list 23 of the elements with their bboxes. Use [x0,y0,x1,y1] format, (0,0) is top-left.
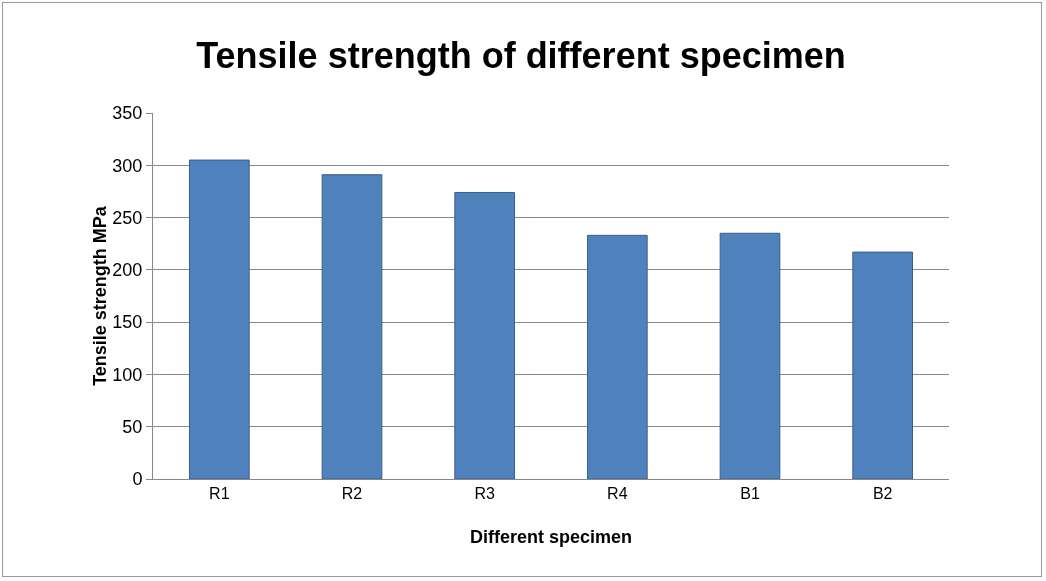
y-tick-label: 200 [112,260,143,281]
bar [321,174,383,479]
y-tick-label: 250 [112,207,143,228]
x-tick-label: R3 [474,485,495,503]
y-axis-title: Tensile strength MPa [90,205,111,386]
bar [188,159,250,479]
x-tick-label: R1 [209,485,230,503]
x-tick-label: B1 [740,485,760,503]
x-axis-title: Different specimen [469,527,633,547]
bar [586,234,648,479]
y-tick-label: 300 [112,155,143,176]
chart-title: Tensile strength of different specimen [196,35,846,77]
x-tick-label: R4 [607,485,628,503]
x-tick-label: R2 [341,485,363,503]
bar [454,191,516,479]
bar [852,251,914,479]
y-tick-label: 100 [112,364,143,385]
bar [719,232,781,479]
y-tick-label: 0 [132,469,143,490]
y-tick-label: 350 [112,103,143,124]
y-tick-label: 150 [112,312,143,333]
x-tick-label: B2 [872,485,893,503]
y-tick-label: 50 [122,417,143,438]
